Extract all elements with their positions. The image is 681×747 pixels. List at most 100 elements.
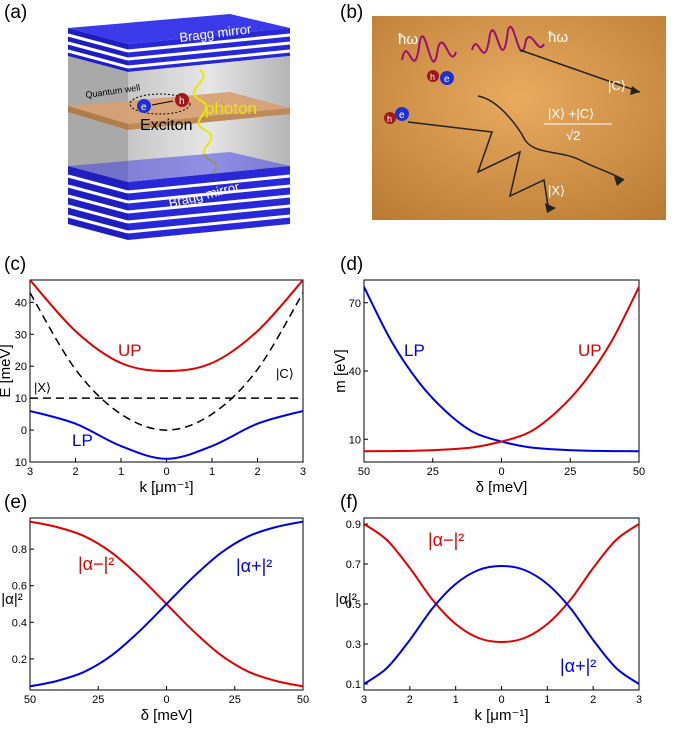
curve-label-minus: |α−|² [428,530,464,550]
y-axis-label: |α|² [1,591,22,608]
ket-mix-denominator: √2 [566,128,580,143]
x-axis-label: δ [meV] [476,479,528,496]
electron-icon [440,71,454,85]
photon-trajectory [519,49,641,93]
y-tick-label: 0.8 [12,544,27,556]
x-tick-label: 1 [453,694,459,706]
photon-wave-packet-2 [471,25,545,54]
x-tick-label: 50 [24,694,36,706]
x-tick-label: 0 [498,694,504,706]
curve-label-plus: |α+|² [560,656,596,676]
photon-wave-packet-1 [401,35,457,63]
polariton-trajectory [477,95,625,181]
x-tick-label: 25 [564,466,576,478]
x-tick-label: 3 [27,466,33,478]
y-tick-label: 0.4 [12,617,27,629]
x-tick-label: 0 [498,466,504,478]
y-axis-label: |α|² [335,591,356,608]
photon-label: photon [205,99,257,118]
x-tick-label: 2 [72,466,78,478]
y-tick-label: 10 [15,457,27,469]
top-bragg-mirror [67,14,291,72]
series-line-1 [30,409,303,460]
y-tick-label: 40 [15,297,27,309]
chart-panel-e: 50 25 0 25 50 0.2 0.4 0.6 0.8 δ [meV] |α|² |α−|² |α+… [1,517,309,724]
y-tick-label: 0.7 [346,559,361,571]
quantum-well-layer [68,92,290,124]
y-tick-label: 0.3 [346,639,361,651]
panel-letter-e: (e) [4,492,28,513]
chart-panel-f: 3 2 1 0 1 2 30.10.30.50.70.9k [μm⁻¹]|α|²|α−|²|… [335,517,642,724]
chart-panel-d: 50 25 0 25 50 10 40 70 δ [meV] m [eV] LP UP [332,279,645,496]
x-tick-label: 3 [636,694,642,706]
y-axis-label: E [meV] [0,344,14,397]
ket-c-label: |C⟩ [608,78,626,93]
x-tick-label: 2 [407,694,413,706]
electron-icon [395,107,409,121]
y-tick-label: 0.2 [12,654,27,666]
svg-text:h: h [179,96,185,107]
series-line-0 [364,286,639,453]
hole-icon [427,70,439,82]
y-tick-label: 0.6 [12,581,27,593]
bottom-bragg-mirror [67,152,291,240]
x-axis-label: k [μm⁻¹] [139,479,193,496]
x-tick-label: 2 [590,694,596,706]
x-tick-label: 0 [163,694,169,706]
x-tick-label: 1 [209,466,215,478]
x-tick-label: 50 [633,466,645,478]
y-tick-label: 40 [349,366,361,378]
x-axis-label: k [μm⁻¹] [474,707,528,724]
series-line-1 [364,564,639,685]
curve-label-minus: |α−|² [78,554,114,574]
y-tick-label: 20 [15,361,27,373]
series-line-0 [364,523,639,644]
hbar-omega-label-2: ħω [548,29,568,46]
y-tick-label: 0.1 [346,679,361,691]
y-tick-label: 30 [15,329,27,341]
exciton-label: Exciton [140,117,192,134]
curve-label-plus: |α+|² [236,556,272,576]
y-axis-label: m [eV] [332,349,349,392]
curve-label-X: |X⟩ [34,380,51,395]
y-tick-label: 10 [349,434,361,446]
curve-label-UP: UP [578,341,602,360]
x-tick-label: 3 [361,694,367,706]
x-tick-label: 25 [427,466,439,478]
curve-label-C: |C⟩ [276,366,294,381]
series-line-0 [30,280,303,373]
x-tick-label: 25 [229,694,241,706]
svg-text:e: e [444,74,450,85]
x-tick-label: 0 [163,466,169,478]
x-tick-label: 50 [297,694,309,706]
x-axis-label: δ [meV] [141,707,193,724]
x-tick-label: 25 [92,694,104,706]
svg-text:e: e [399,110,405,121]
panel-letter-f: (f) [340,492,358,513]
plot-frame [363,517,640,691]
y-tick-label: 70 [349,298,361,310]
hbar-omega-label-1: ħω [398,31,418,48]
panel-letter-c: (c) [4,254,27,275]
hole-icon [175,93,189,107]
ket-x-label: |X⟩ [548,183,565,198]
x-tick-label: 1 [544,694,550,706]
panel-letter-b: (b) [340,2,364,23]
y-tick-label: 0.5 [346,599,361,611]
curve-label-LP: LP [72,431,93,450]
curve-label-UP: UP [118,341,142,360]
series-line-1 [30,520,303,688]
curve-label-LP: LP [404,341,425,360]
ket-mix-numerator: |X⟩ +|C⟩ [548,106,594,121]
x-tick-label: 2 [254,466,260,478]
plot-frame [363,279,640,463]
hole-icon [384,112,396,124]
svg-text:h: h [387,114,392,124]
svg-text:e: e [141,102,147,113]
series-line-1 [364,286,639,453]
panel-letter-a: (a) [4,2,28,23]
